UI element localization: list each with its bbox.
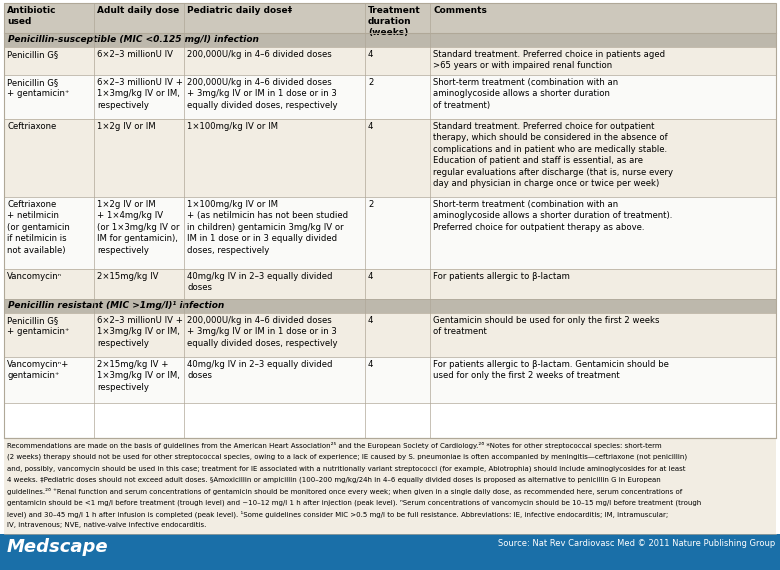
Text: Penicillin-susceptible (MIC <0.125 mg/l) infection: Penicillin-susceptible (MIC <0.125 mg/l)… bbox=[8, 35, 259, 44]
Bar bbox=[4, 299, 776, 313]
Text: Pediatric daily dose‡: Pediatric daily dose‡ bbox=[187, 6, 292, 15]
Bar bbox=[4, 197, 776, 269]
Text: Short-term treatment (combination with an
aminoglycoside allows a shorter durati: Short-term treatment (combination with a… bbox=[433, 78, 618, 110]
Text: Standard treatment. Preferred choice in patients aged
>65 years or with impaired: Standard treatment. Preferred choice in … bbox=[433, 50, 665, 71]
Text: 200,000U/kg in 4–6 divided doses
+ 3mg/kg IV or IM in 1 dose or in 3
equally div: 200,000U/kg in 4–6 divided doses + 3mg/k… bbox=[187, 78, 338, 110]
Text: Treatment
duration
(weeks): Treatment duration (weeks) bbox=[368, 6, 420, 37]
Text: Antibiotic
used: Antibiotic used bbox=[7, 6, 56, 26]
Text: Ceftriaxone: Ceftriaxone bbox=[7, 122, 56, 131]
Text: 1×100mg/kg IV or IM
+ (as netilmicin has not been studied
in children) gentamici: 1×100mg/kg IV or IM + (as netilmicin has… bbox=[187, 200, 348, 255]
Bar bbox=[4, 269, 776, 299]
Bar bbox=[0, 534, 780, 570]
Text: 2×15mg/kg IV: 2×15mg/kg IV bbox=[97, 272, 158, 281]
Bar bbox=[4, 438, 776, 534]
Bar bbox=[4, 3, 776, 33]
Text: Vancomycinⁿ: Vancomycinⁿ bbox=[7, 272, 62, 281]
Text: 1×2g IV or IM
+ 1×4mg/kg IV
(or 1×3mg/kg IV or
IM for gentamicin),
respectively: 1×2g IV or IM + 1×4mg/kg IV (or 1×3mg/kg… bbox=[97, 200, 179, 255]
Text: Comments: Comments bbox=[433, 6, 487, 15]
Bar bbox=[4, 313, 776, 357]
Text: 2×15mg/kg IV +
1×3mg/kg IV or IM,
respectively: 2×15mg/kg IV + 1×3mg/kg IV or IM, respec… bbox=[97, 360, 180, 392]
Text: Penicillin G§: Penicillin G§ bbox=[7, 50, 58, 59]
Text: and, possibly, vancomycin should be used in this case; treatment for IE associat: and, possibly, vancomycin should be used… bbox=[7, 465, 686, 471]
Bar bbox=[4, 119, 776, 197]
Text: For patients allergic to β-lactam: For patients allergic to β-lactam bbox=[433, 272, 570, 281]
Bar bbox=[4, 47, 776, 75]
Text: 4: 4 bbox=[368, 50, 374, 59]
Text: Source: Nat Rev Cardiovasc Med © 2011 Nature Publishing Group: Source: Nat Rev Cardiovasc Med © 2011 Na… bbox=[498, 539, 775, 548]
Bar bbox=[4, 75, 776, 119]
Text: For patients allergic to β-lactam. Gentamicin should be
used for only the first : For patients allergic to β-lactam. Genta… bbox=[433, 360, 669, 380]
Text: gentamicin should be <1 mg/l before treatment (trough level) and ~10–12 mg/l 1 h: gentamicin should be <1 mg/l before trea… bbox=[7, 499, 701, 506]
Text: 200,000U/kg in 4–6 divided doses
+ 3mg/kg IV or IM in 1 dose or in 3
equally div: 200,000U/kg in 4–6 divided doses + 3mg/k… bbox=[187, 316, 338, 348]
Text: 1×2g IV or IM: 1×2g IV or IM bbox=[97, 122, 156, 131]
Text: 40mg/kg IV in 2–3 equally divided
doses: 40mg/kg IV in 2–3 equally divided doses bbox=[187, 360, 332, 380]
Text: 4: 4 bbox=[368, 272, 374, 281]
Text: Vancomycinⁿ+
gentamicin⁺: Vancomycinⁿ+ gentamicin⁺ bbox=[7, 360, 69, 380]
Text: Penicillin resistant (MIC >1mg/l)¹ infection: Penicillin resistant (MIC >1mg/l)¹ infec… bbox=[8, 301, 225, 310]
Bar bbox=[4, 33, 776, 47]
Text: Short-term treatment (combination with an
aminoglycoside allows a shorter durati: Short-term treatment (combination with a… bbox=[433, 200, 672, 232]
Text: Penicillin G§
+ gentamicin⁺: Penicillin G§ + gentamicin⁺ bbox=[7, 78, 69, 99]
Text: Adult daily dose: Adult daily dose bbox=[97, 6, 179, 15]
Text: guidelines.²⁶ ⁺Renal function and serum concentrations of gentamicin should be m: guidelines.²⁶ ⁺Renal function and serum … bbox=[7, 488, 682, 495]
Text: 6×2–3 millionU IV +
1×3mg/kg IV or IM,
respectively: 6×2–3 millionU IV + 1×3mg/kg IV or IM, r… bbox=[97, 78, 183, 110]
Text: 200,000U/kg in 4–6 divided doses: 200,000U/kg in 4–6 divided doses bbox=[187, 50, 332, 59]
Text: 4 weeks. ‡Pediatric doses should not exceed adult doses. §Amoxicillin or ampicil: 4 weeks. ‡Pediatric doses should not exc… bbox=[7, 477, 661, 483]
Text: Penicillin G§
+ gentamicin⁺: Penicillin G§ + gentamicin⁺ bbox=[7, 316, 69, 336]
Text: (2 weeks) therapy should not be used for other streptococcal species, owing to a: (2 weeks) therapy should not be used for… bbox=[7, 454, 687, 460]
Text: Medscape: Medscape bbox=[7, 538, 108, 556]
Bar bbox=[4, 357, 776, 403]
Text: 6×2–3 millionU IV: 6×2–3 millionU IV bbox=[97, 50, 173, 59]
Text: 40mg/kg IV in 2–3 equally divided
doses: 40mg/kg IV in 2–3 equally divided doses bbox=[187, 272, 332, 292]
Text: 4: 4 bbox=[368, 316, 374, 325]
Bar bbox=[4, 3, 776, 438]
Text: 2: 2 bbox=[368, 200, 374, 209]
Text: 4: 4 bbox=[368, 122, 374, 131]
Text: Gentamicin should be used for only the first 2 weeks
of treatment: Gentamicin should be used for only the f… bbox=[433, 316, 660, 336]
Text: Recommendations are made on the basis of guidelines from the American Heart Asso: Recommendations are made on the basis of… bbox=[7, 442, 661, 449]
Text: 1×100mg/kg IV or IM: 1×100mg/kg IV or IM bbox=[187, 122, 278, 131]
Text: Ceftriaxone
+ netilmicin
(or gentamicin
if netilmicin is
not available): Ceftriaxone + netilmicin (or gentamicin … bbox=[7, 200, 69, 255]
Text: 4: 4 bbox=[368, 360, 374, 369]
Text: 2: 2 bbox=[368, 78, 374, 87]
Text: Standard treatment. Preferred choice for outpatient
therapy, which should be con: Standard treatment. Preferred choice for… bbox=[433, 122, 673, 188]
Text: level) and 30–45 mg/l 1 h after infusion is completed (peak level). ¹Some guidel: level) and 30–45 mg/l 1 h after infusion… bbox=[7, 511, 668, 519]
Text: 6×2–3 millionU IV +
1×3mg/kg IV or IM,
respectively: 6×2–3 millionU IV + 1×3mg/kg IV or IM, r… bbox=[97, 316, 183, 348]
Text: IV, intravenous; NVE, native-valve infective endocarditis.: IV, intravenous; NVE, native-valve infec… bbox=[7, 523, 207, 528]
